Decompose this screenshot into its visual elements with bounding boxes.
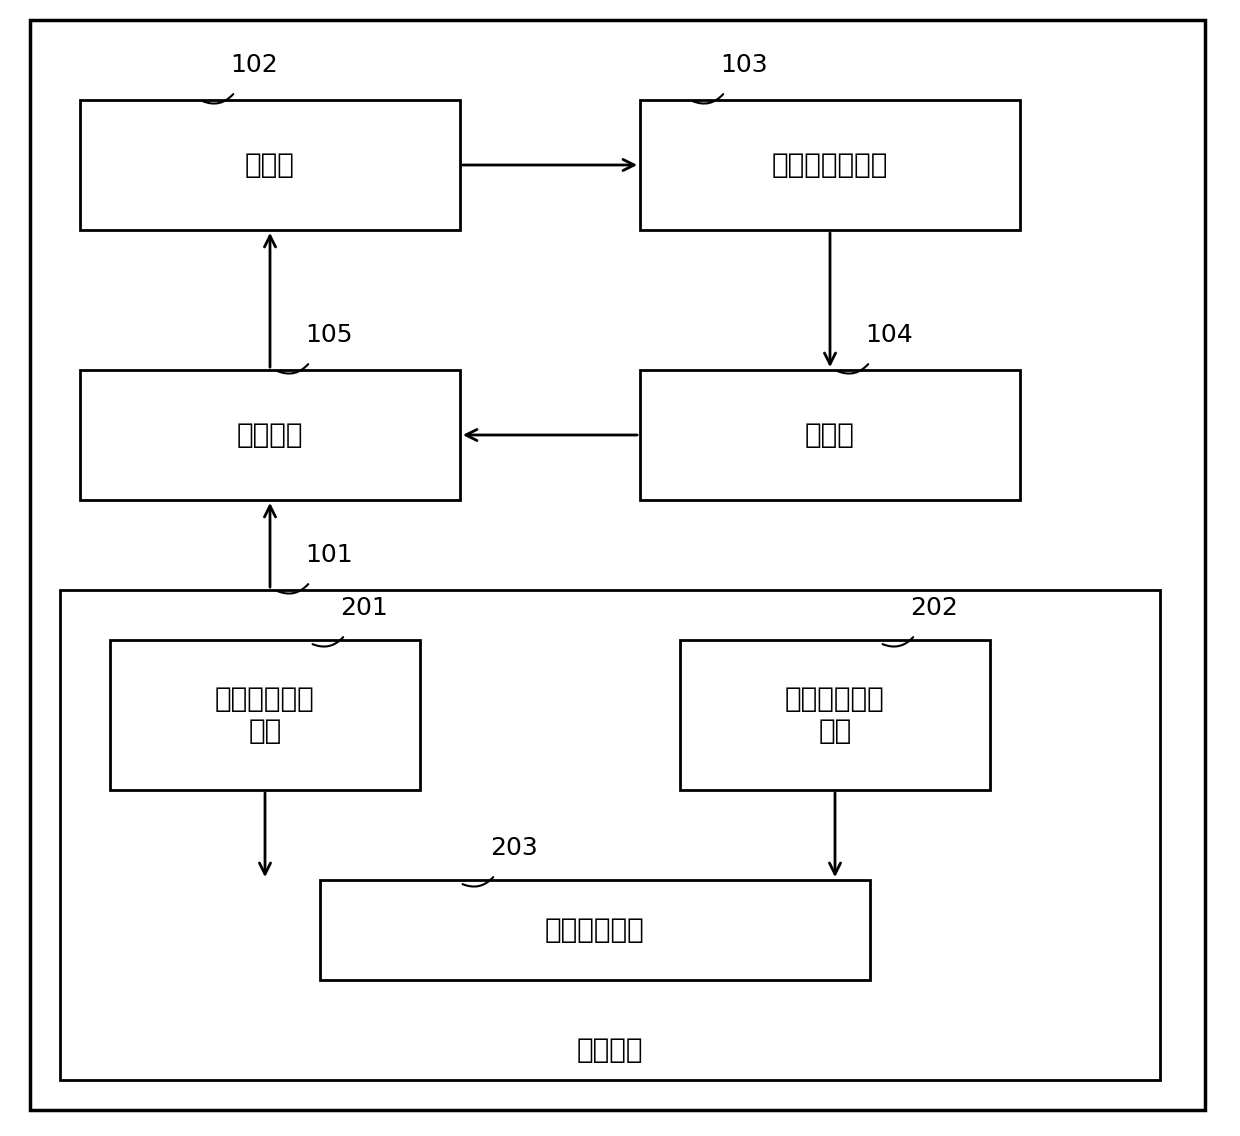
Text: 101: 101 [305,543,352,567]
Text: 104: 104 [866,323,913,346]
Text: 设置模块: 设置模块 [577,1036,644,1064]
Bar [81,100,460,229]
Text: 102: 102 [229,53,278,77]
Bar [320,880,870,980]
Text: 201: 201 [340,596,388,620]
Text: 触摸屏: 触摸屏 [246,151,295,179]
Text: 触摸屏控制模块: 触摸屏控制模块 [771,151,888,179]
Text: 203: 203 [490,836,538,860]
Text: 轨迹颜色设置
单元: 轨迹颜色设置 单元 [215,685,315,745]
Bar [640,370,1021,500]
Text: 轨迹粗细设置
单元: 轨迹粗细设置 单元 [785,685,885,745]
Bar [680,640,990,790]
Text: 103: 103 [720,53,768,77]
Text: 处理器: 处理器 [805,421,854,449]
Bar [110,640,420,790]
Text: 202: 202 [910,596,957,620]
Bar [81,370,460,500]
Text: 效果预览单元: 效果预览单元 [546,916,645,944]
Bar [640,100,1021,229]
Text: 执行模块: 执行模块 [237,421,304,449]
Bar [60,590,1159,1080]
Text: 105: 105 [305,323,352,346]
